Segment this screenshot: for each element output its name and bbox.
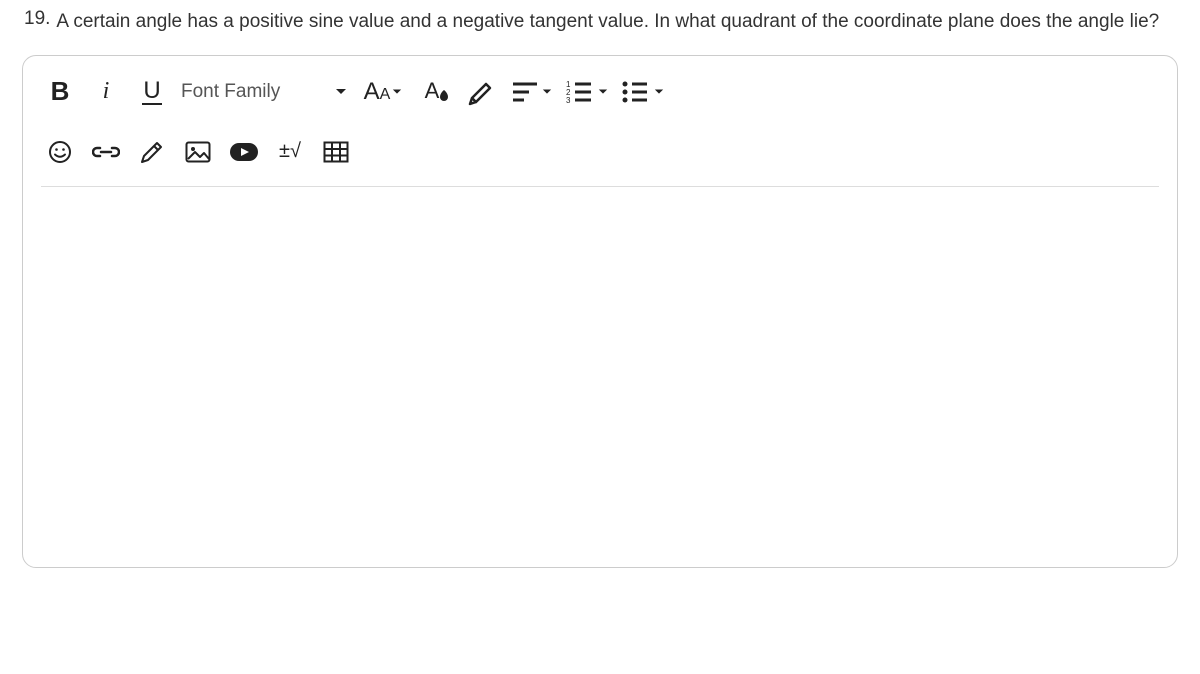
toolbar-row-2: ±√ (37, 126, 1163, 186)
font-size-icon: AA (364, 78, 391, 106)
link-button[interactable] (83, 132, 129, 172)
svg-text:U: U (143, 78, 160, 104)
text-color-button[interactable]: A (413, 72, 459, 112)
bold-icon: B (51, 76, 70, 107)
svg-text:3: 3 (566, 96, 571, 103)
chevron-down-icon (392, 87, 402, 97)
ordered-list-icon: 1 2 3 (566, 81, 592, 103)
table-button[interactable] (313, 132, 359, 172)
image-button[interactable] (175, 132, 221, 172)
chevron-down-icon (598, 87, 608, 97)
question-number: 19. (24, 8, 50, 30)
align-left-icon (512, 81, 538, 103)
highlight-icon (468, 78, 496, 106)
image-icon (185, 141, 211, 163)
italic-icon: i (103, 78, 110, 105)
underline-button[interactable]: U (129, 72, 175, 112)
italic-button[interactable]: i (83, 72, 129, 112)
chevron-down-icon (335, 86, 347, 98)
ordered-list-dropdown[interactable]: 1 2 3 (559, 72, 615, 112)
font-size-dropdown[interactable]: AA (353, 72, 413, 112)
rich-text-editor: B i U Font Family AA (22, 55, 1178, 568)
link-icon (92, 142, 120, 162)
chevron-down-icon (542, 87, 552, 97)
emoji-button[interactable] (37, 132, 83, 172)
svg-text:A: A (425, 78, 440, 103)
emoji-icon (48, 140, 72, 164)
math-icon: ±√ (279, 140, 301, 163)
table-icon (323, 141, 349, 163)
unordered-list-icon (622, 81, 648, 103)
toolbar-row-1: B i U Font Family AA (37, 66, 1163, 126)
editor-toolbar: B i U Font Family AA (23, 56, 1177, 186)
question-block: 19. A certain angle has a positive sine … (0, 0, 1200, 55)
editor-textarea[interactable] (23, 187, 1177, 567)
highlight-button[interactable] (459, 72, 505, 112)
video-icon (229, 142, 259, 162)
question-text: A certain angle has a positive sine valu… (56, 8, 1159, 37)
font-family-label: Font Family (181, 81, 280, 103)
video-button[interactable] (221, 132, 267, 172)
font-family-dropdown[interactable]: Font Family (175, 81, 325, 103)
chevron-down-icon (654, 87, 664, 97)
pencil-icon (139, 139, 165, 165)
underline-icon: U (140, 78, 164, 106)
font-family-caret[interactable] (329, 72, 353, 112)
align-dropdown[interactable] (505, 72, 559, 112)
text-color-icon: A (422, 78, 450, 106)
draw-button[interactable] (129, 132, 175, 172)
unordered-list-dropdown[interactable] (615, 72, 671, 112)
bold-button[interactable]: B (37, 72, 83, 112)
math-button[interactable]: ±√ (267, 132, 313, 172)
